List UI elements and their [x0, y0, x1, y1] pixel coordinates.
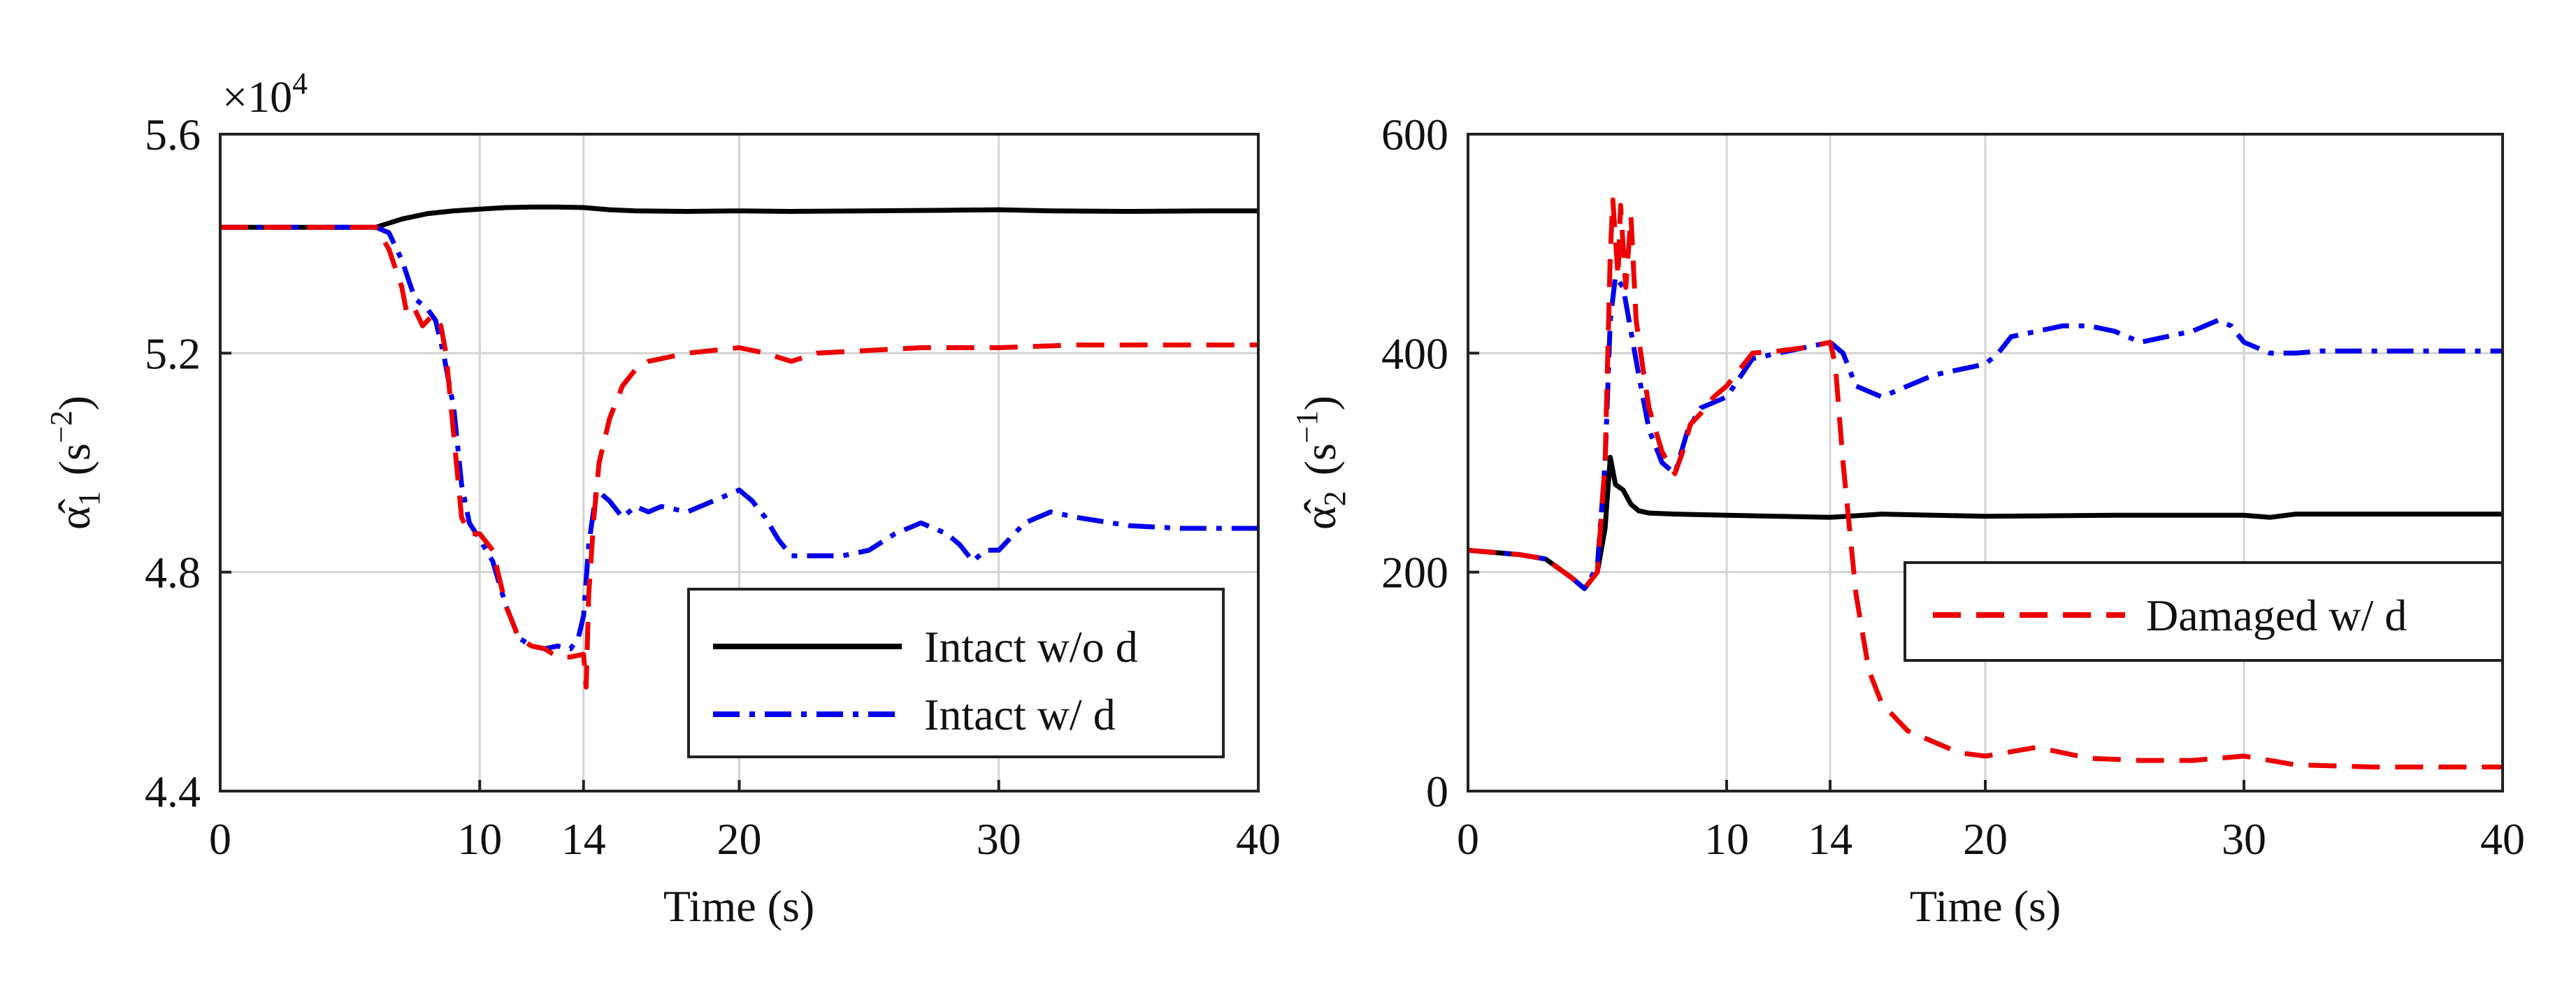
left-xtick-label-40: 40: [1236, 814, 1281, 864]
right-legend-box: [1904, 561, 2504, 662]
right-x-axis-label: Time (s): [1910, 881, 2061, 931]
left-ytick-label-4.8: 4.8: [145, 548, 201, 598]
right-xtick-label-0: 0: [1457, 814, 1479, 864]
right-series-group: [1468, 197, 2503, 769]
left-legend-box: [687, 588, 1225, 758]
left-y-axis-label: α̂1(s−2): [44, 396, 106, 530]
right-series-intact-w-d: [1468, 274, 2503, 591]
left-legend-label-intact-w-d: Intact w/ d: [924, 690, 1116, 739]
left-series-intact-w-o-d: [220, 204, 1258, 230]
left-scale-factor: ×104: [222, 66, 308, 122]
left-x-axis-label: Time (s): [663, 881, 814, 931]
left-series-group: [220, 204, 1258, 690]
left-gridlines: [220, 134, 1258, 791]
right-legend-label-damaged-w-d: Damaged w/ d: [2146, 591, 2407, 640]
left-ytick-label-4.4: 4.4: [145, 767, 201, 816]
right-ytick-label-400: 400: [1381, 328, 1448, 378]
chart-left: 0 10 14 20 30 40 4.4 4.8 5.2 5.6 ×104 α̂1(s−2) Ti…: [44, 66, 1281, 931]
right-ytick-label-200: 200: [1381, 548, 1448, 598]
right-xtick-label-10: 10: [1704, 814, 1749, 864]
right-xtick-label-30: 30: [2222, 814, 2266, 864]
right-xtick-label-14: 14: [1808, 814, 1852, 864]
right-legend: Damaged w/ d: [1904, 561, 2504, 662]
right-ytick-label-600: 600: [1381, 110, 1448, 159]
left-xtick-label-20: 20: [717, 814, 762, 864]
right-y-axis-label: α̂2(s−1): [1290, 396, 1352, 530]
right-series-damaged-w-d: [1468, 197, 2503, 769]
right-ytick-label-0: 0: [1426, 767, 1448, 816]
left-xtick-label-14: 14: [561, 814, 606, 864]
left-xtick-label-0: 0: [209, 814, 231, 864]
left-xtick-label-10: 10: [457, 814, 502, 864]
left-legend-label-intact-wo-d: Intact w/o d: [924, 622, 1138, 672]
left-legend: Intact w/o d Intact w/ d: [687, 588, 1225, 758]
left-series-damaged-w-d: [220, 224, 1258, 690]
right-xtick-label-40: 40: [2480, 814, 2525, 864]
left-tick-labels: 0 10 14 20 30 40 4.4 4.8 5.2 5.6: [145, 110, 1281, 864]
right-xtick-label-20: 20: [1963, 814, 2008, 864]
left-ytick-label-5.6: 5.6: [145, 110, 201, 159]
left-xtick-label-30: 30: [977, 814, 1021, 864]
left-ytick-label-5.2: 5.2: [145, 328, 201, 378]
